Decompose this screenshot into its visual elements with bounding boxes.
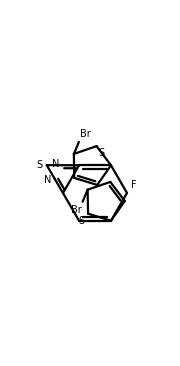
Text: F: F bbox=[131, 180, 137, 190]
Text: Br: Br bbox=[71, 205, 82, 215]
Text: S: S bbox=[37, 160, 43, 170]
Text: Br: Br bbox=[80, 129, 91, 139]
Text: S: S bbox=[78, 216, 84, 226]
Text: N: N bbox=[44, 175, 51, 184]
Text: N: N bbox=[52, 159, 59, 169]
Text: S: S bbox=[99, 148, 105, 158]
